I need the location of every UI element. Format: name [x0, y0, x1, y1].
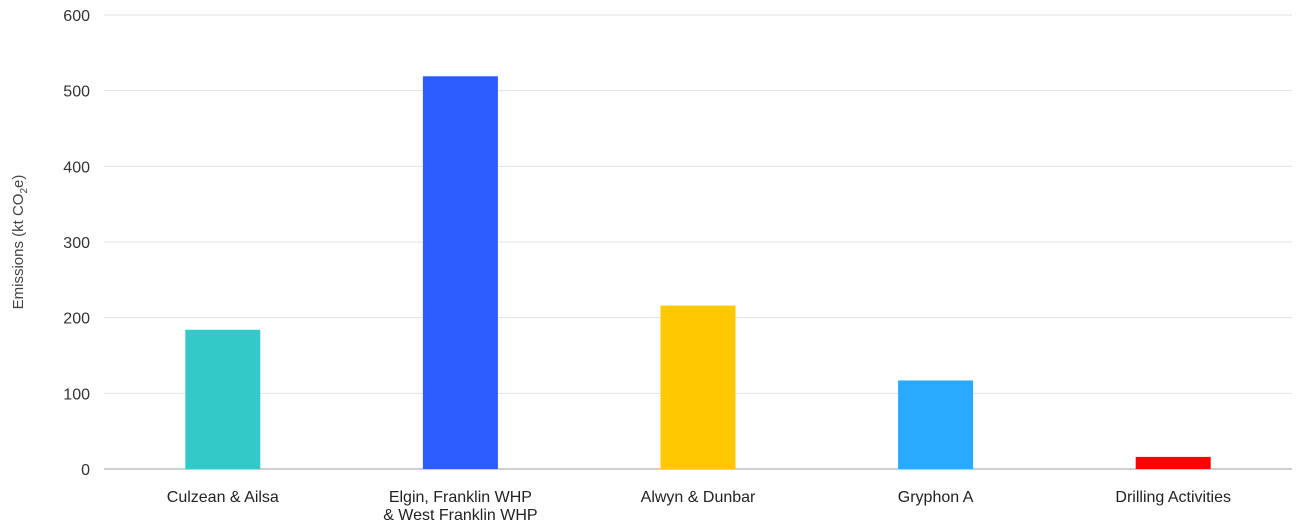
y-axis-title-suffix: e) — [10, 175, 27, 188]
x-axis-categories: Culzean & Ailsa Elgin, Franklin WHP & West… — [167, 489, 1231, 524]
y-tick-label: 400 — [63, 159, 90, 176]
y-tick-label: 200 — [63, 311, 90, 328]
bar — [1135, 456, 1211, 469]
x-category-label: Drilling Activities — [1115, 489, 1231, 506]
y-tick-label: 500 — [63, 84, 90, 101]
bar — [660, 305, 736, 469]
bars — [185, 76, 1211, 469]
x-category-label-line: Alwyn & Dunbar — [641, 489, 756, 506]
x-category-label: Elgin, Franklin WHP & West Franklin WHP — [383, 489, 537, 524]
y-tick-label: 300 — [63, 235, 90, 252]
x-category-label: Gryphon A — [898, 489, 974, 506]
bar — [422, 76, 498, 469]
x-category-label-line: Elgin, Franklin WHP — [389, 489, 532, 506]
y-tick-label: 0 — [81, 462, 90, 479]
x-category-label-line: & West Franklin WHP — [383, 507, 537, 524]
bar — [898, 380, 974, 469]
x-category-label: Culzean & Ailsa — [167, 489, 279, 506]
x-category-label-line: Culzean & Ailsa — [167, 489, 279, 506]
y-tick-label: 600 — [63, 8, 90, 25]
gridlines — [104, 14, 1292, 470]
x-category-label: Alwyn & Dunbar — [641, 489, 756, 506]
y-axis-title-subscript: 2 — [19, 188, 30, 194]
y-axis-title: Emissions (kt CO2e) — [10, 175, 30, 310]
bar — [185, 329, 261, 469]
x-category-label-line: Drilling Activities — [1115, 489, 1231, 506]
y-axis-ticks: 0 100 200 300 400 500 600 — [63, 8, 90, 479]
y-tick-label: 100 — [63, 386, 90, 403]
y-axis-title-main: Emissions (kt CO — [10, 194, 27, 310]
x-category-label-line: Gryphon A — [898, 489, 974, 506]
